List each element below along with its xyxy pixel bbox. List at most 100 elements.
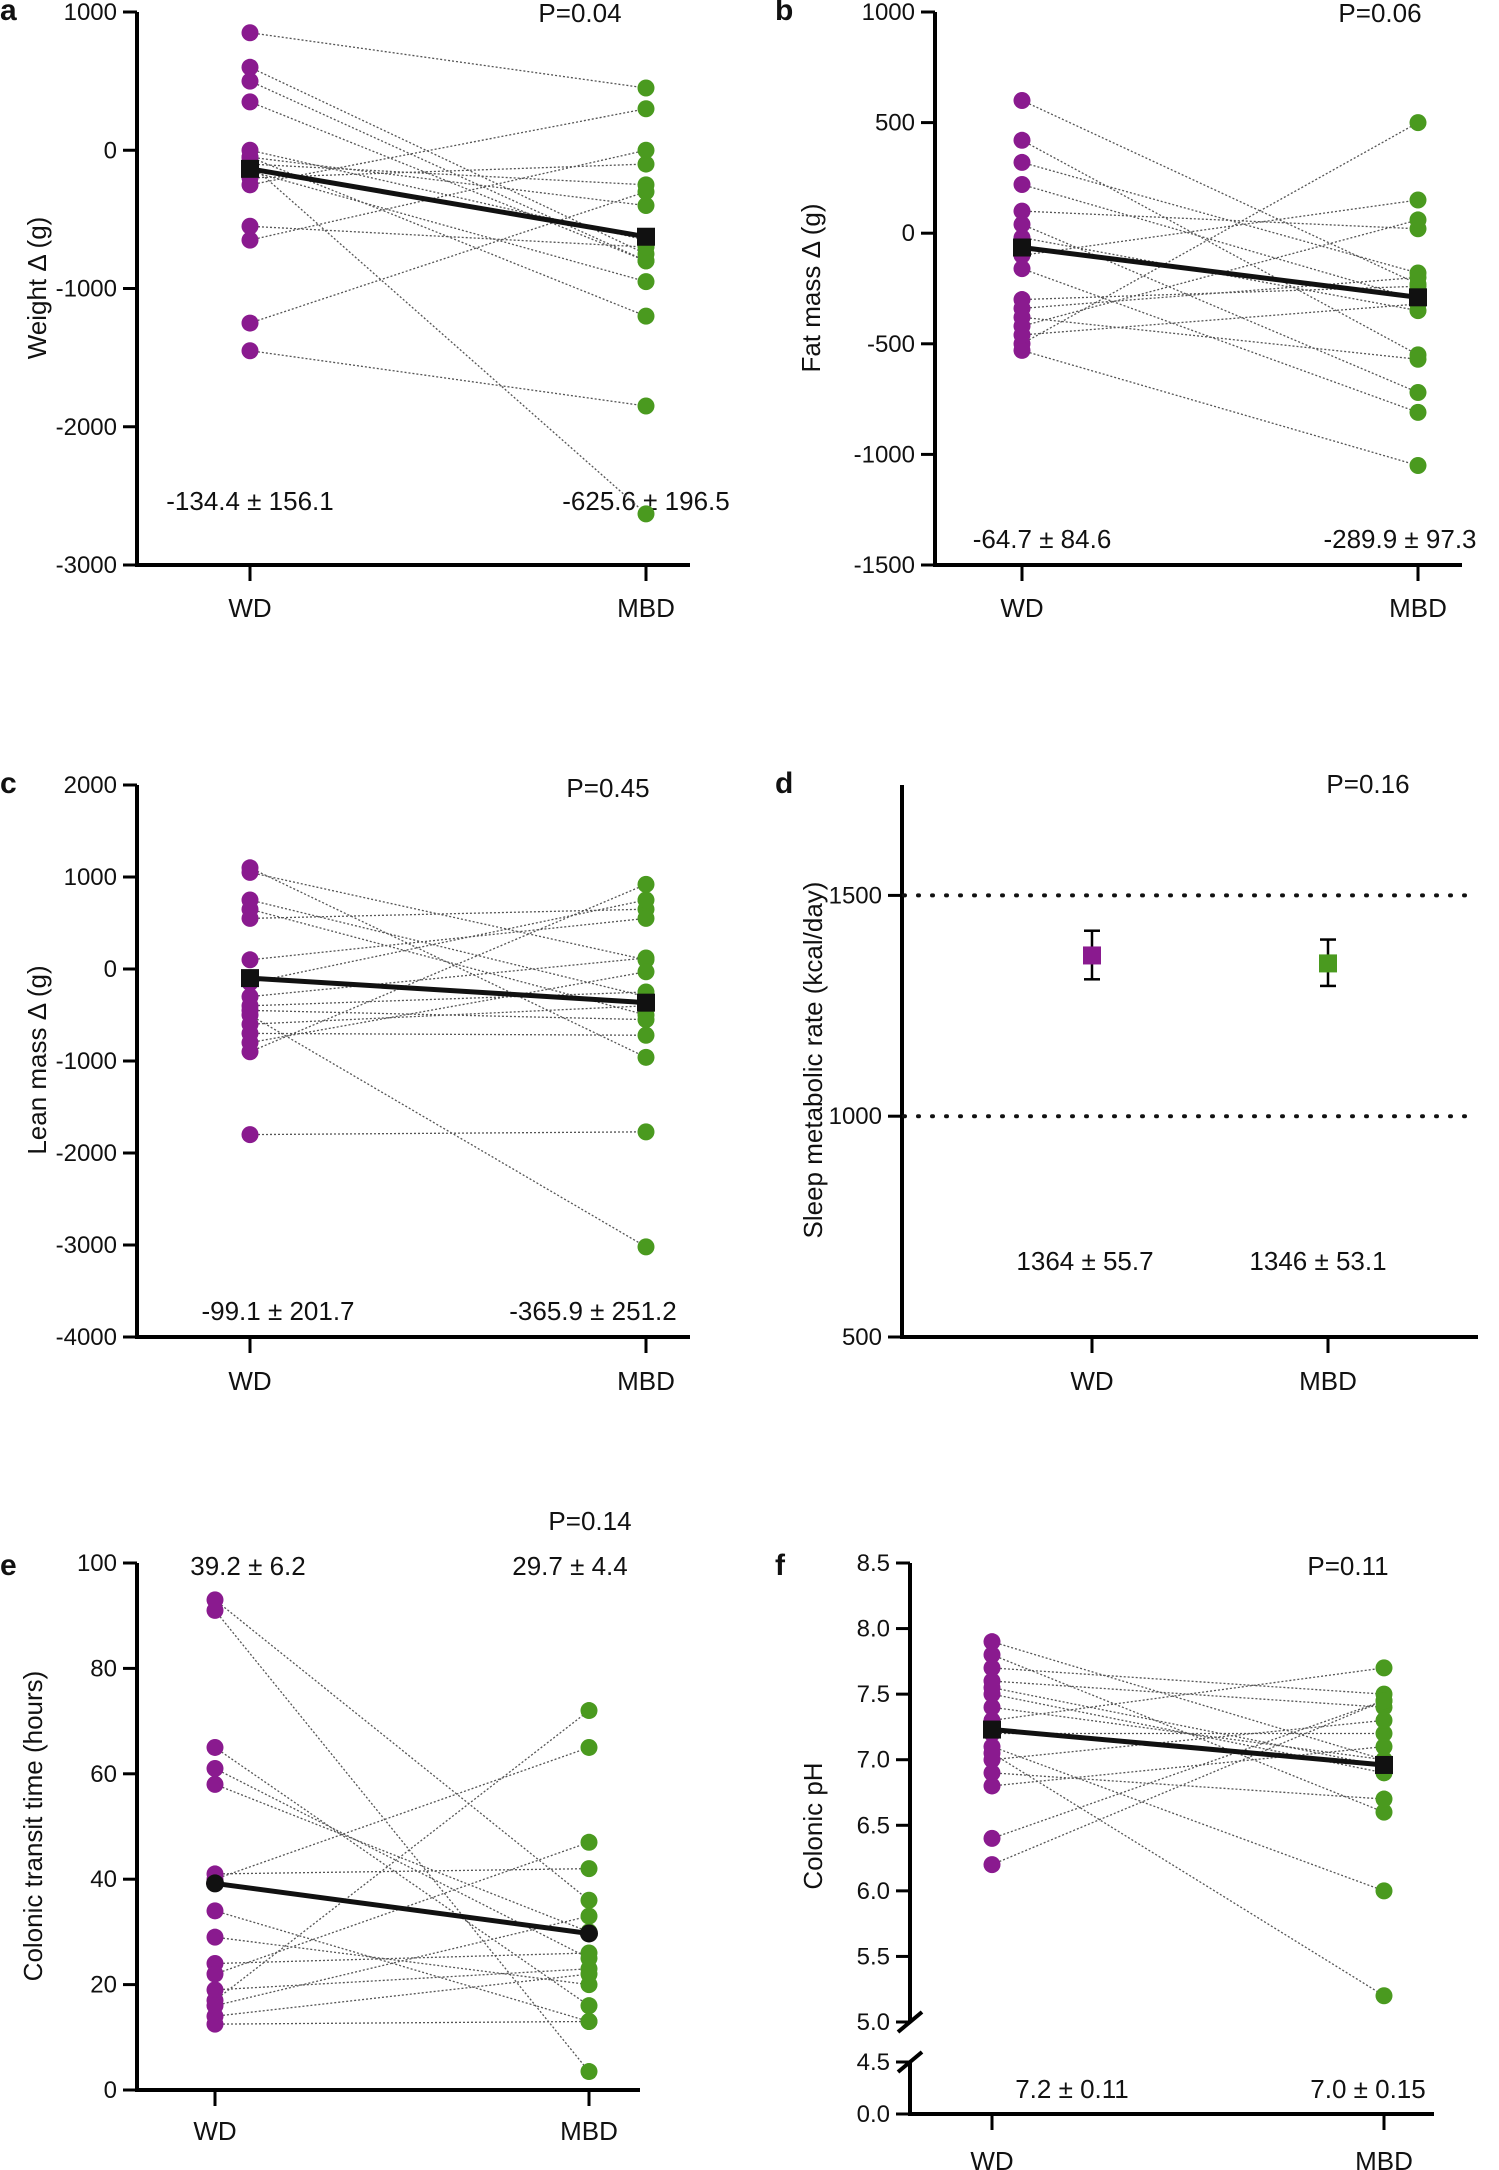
pair-line [214, 1746, 590, 1880]
point-wd [206, 1928, 224, 1946]
pair-line [249, 908, 647, 920]
point-wd [1013, 131, 1031, 149]
p-value: P=0.11 [1307, 1551, 1388, 1581]
point-wd [206, 2015, 224, 2033]
pair-line [249, 871, 647, 961]
point-mbd [637, 1011, 655, 1029]
point-wd [1013, 341, 1031, 359]
y-tick-label: 4.5 [857, 2049, 890, 2076]
y-tick-label: 7.0 [857, 1747, 890, 1774]
y-tick-label: -1000 [56, 276, 117, 303]
y-tick-label: 500 [842, 1324, 882, 1351]
y-tick-label: 500 [875, 110, 915, 137]
pair-line [1021, 99, 1419, 285]
x-tick-label-wd: WD [228, 593, 271, 623]
y-tick-label: 0.0 [857, 2101, 890, 2128]
point-wd [241, 1001, 259, 1019]
point-mbd [580, 1702, 598, 1720]
pair-line [249, 899, 647, 984]
pair-line [1021, 139, 1419, 356]
pair-line [214, 1783, 590, 1933]
pair-line [1021, 349, 1419, 467]
point-wd [983, 1646, 1001, 1664]
point-wd [1013, 176, 1031, 194]
point-mbd [1375, 1803, 1393, 1821]
summary-mbd: 1346 ± 53.1 [1249, 1246, 1386, 1276]
point-mbd [580, 1891, 598, 1909]
point-mbd [637, 197, 655, 215]
point-wd [241, 24, 259, 42]
point-mbd [1375, 1724, 1393, 1742]
point-wd [1013, 215, 1031, 233]
x-tick-label-mbd: MBD [1389, 593, 1447, 623]
panel-letter: a [0, 0, 17, 27]
x-tick-label-wd: WD [1070, 1366, 1113, 1396]
point-mbd [637, 963, 655, 981]
pair-line [249, 1131, 647, 1136]
summary-wd: 7.2 ± 0.11 [1015, 2074, 1129, 2104]
y-tick-label: -2000 [56, 1140, 117, 1167]
y-tick-label: -1000 [854, 441, 915, 468]
point-wd [206, 1760, 224, 1778]
mean-marker-mbd [580, 1924, 598, 1943]
point-wd [206, 1738, 224, 1756]
mean-line [249, 975, 647, 1006]
point-mbd [637, 1238, 655, 1256]
pair-line [991, 1700, 1385, 1866]
mean-marker-wd [983, 1720, 1001, 1739]
mean-line [249, 166, 647, 240]
pair-line [214, 1952, 590, 1965]
point-wd [983, 1659, 1001, 1677]
y-axis-title: Lean mass Δ (g) [22, 965, 52, 1154]
p-value: P=0.06 [1338, 0, 1421, 28]
point-wd [1013, 326, 1031, 344]
pair-line [249, 1032, 647, 1036]
point-wd [983, 1829, 1001, 1847]
pair-line [214, 1746, 590, 2007]
x-tick-label-mbd: MBD [617, 593, 675, 623]
x-tick-label-wd: WD [970, 2146, 1013, 2170]
pair-line [1021, 199, 1419, 256]
p-value: P=0.45 [566, 773, 649, 803]
point-wd [206, 1775, 224, 1793]
point-mbd [1409, 268, 1427, 286]
pair-line [214, 1973, 590, 2017]
point-mbd [637, 100, 655, 118]
summary-mbd: 7.0 ± 0.15 [1310, 2074, 1425, 2104]
point-mbd [580, 1907, 598, 1925]
y-axis: 0 20 40 60 80 100 WD MBD [77, 1550, 640, 2146]
mean-marker-wd [241, 969, 259, 988]
point-wd [983, 1856, 1001, 1874]
pair-line [214, 1968, 590, 1991]
pair-line [1021, 122, 1419, 345]
point-mbd [580, 1997, 598, 2015]
point-mbd [1375, 1790, 1393, 1808]
pair-line [249, 80, 647, 262]
pair-line [991, 1745, 1385, 1892]
point-mbd [1375, 1692, 1393, 1710]
mean-marker-mbd [637, 227, 655, 246]
pair-line [1021, 303, 1419, 336]
point-mbd [637, 141, 655, 159]
paired-lines [1021, 99, 1419, 467]
point-mbd [1375, 1738, 1393, 1756]
paired-lines [214, 1599, 590, 2072]
pair-line [249, 170, 647, 283]
mean-line [214, 1880, 590, 1936]
point-wd [241, 951, 259, 969]
point-wd [1013, 91, 1031, 109]
pair-line [249, 101, 647, 262]
pair-line [214, 1710, 590, 2001]
pair-line [991, 1700, 1385, 1840]
y-tick-label: 20 [90, 1972, 117, 1999]
mean-marker-wd [1083, 946, 1101, 965]
point-mbd [1409, 383, 1427, 401]
y-tick-label: -3000 [56, 1232, 117, 1259]
summary-wd: -134.4 ± 156.1 [166, 486, 334, 516]
y-tick-label: 1000 [862, 0, 915, 26]
mean-marker-wd [241, 159, 259, 178]
pair-line [249, 191, 647, 324]
summary-wd: 1364 ± 55.7 [1016, 1246, 1153, 1276]
y-tick-label: -4000 [56, 1324, 117, 1351]
pair-line [991, 1641, 1385, 1761]
